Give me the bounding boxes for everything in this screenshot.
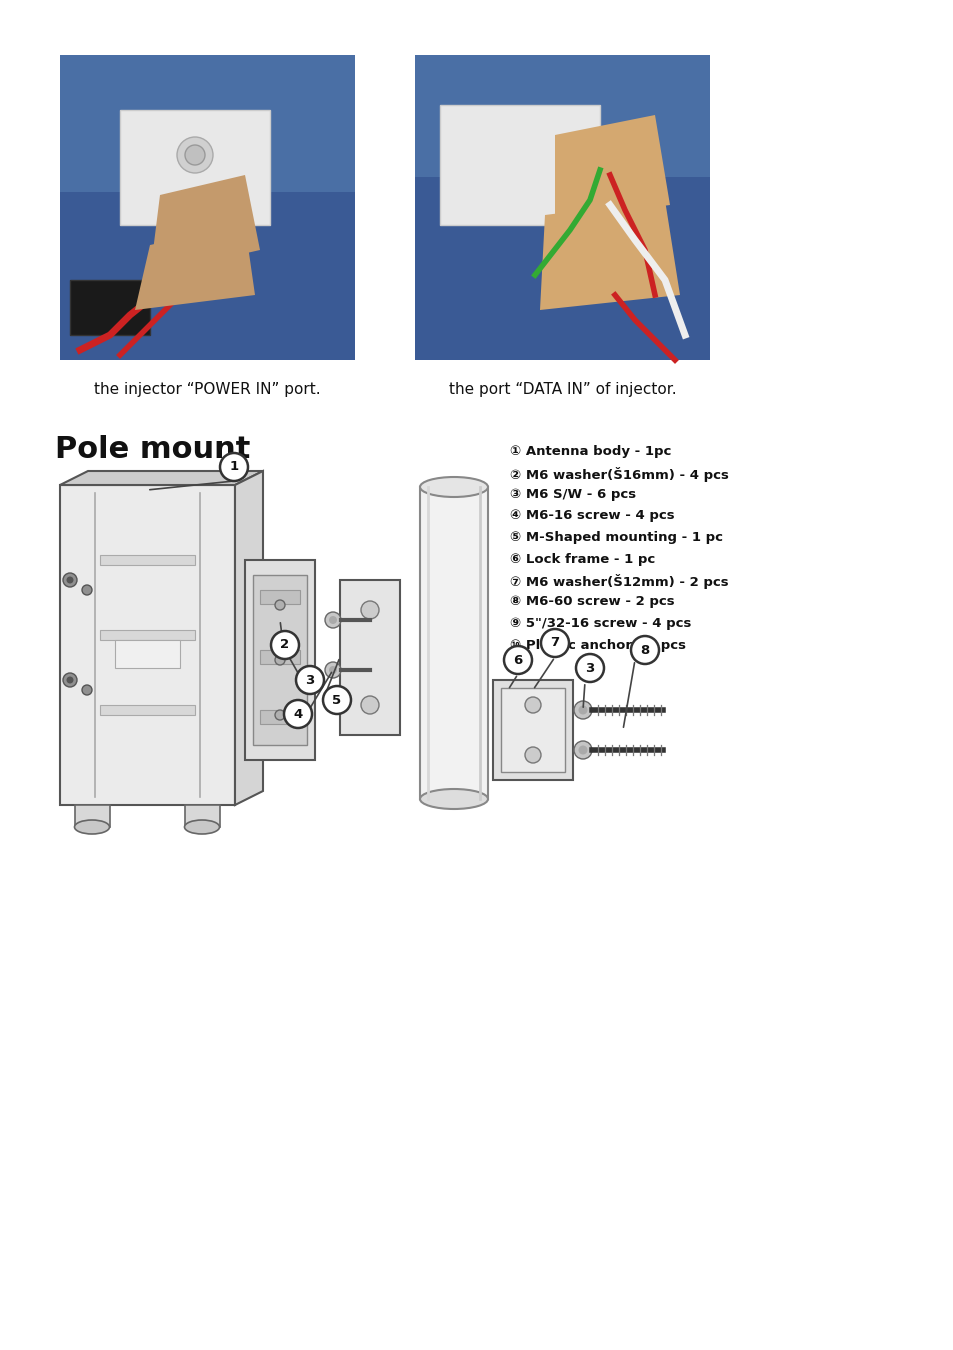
Circle shape <box>360 601 378 620</box>
Bar <box>115 640 180 668</box>
Bar <box>493 680 573 780</box>
Ellipse shape <box>325 612 340 628</box>
Text: 3: 3 <box>305 674 314 687</box>
Text: ④ M6-16 screw - 4 pcs: ④ M6-16 screw - 4 pcs <box>510 509 674 522</box>
Bar <box>70 279 150 335</box>
Circle shape <box>524 747 540 763</box>
Circle shape <box>63 674 77 687</box>
Bar <box>500 688 564 772</box>
Polygon shape <box>539 200 679 310</box>
Text: ② M6 washer(Š16mm) - 4 pcs: ② M6 washer(Š16mm) - 4 pcs <box>510 467 728 482</box>
Circle shape <box>67 576 73 583</box>
Circle shape <box>63 572 77 587</box>
Ellipse shape <box>574 701 592 720</box>
Bar <box>60 55 355 360</box>
Text: ⑤ M-Shaped mounting - 1 pc: ⑤ M-Shaped mounting - 1 pc <box>510 531 722 544</box>
Ellipse shape <box>419 477 488 497</box>
Circle shape <box>295 666 324 694</box>
Circle shape <box>271 630 298 659</box>
Ellipse shape <box>578 745 587 755</box>
Text: 2: 2 <box>280 639 290 652</box>
Bar <box>60 485 234 805</box>
Text: the port “DATA IN” of injector.: the port “DATA IN” of injector. <box>448 382 676 397</box>
Circle shape <box>82 684 91 695</box>
Bar <box>439 105 599 225</box>
Text: ⑨ 5"/32-16 screw - 4 pcs: ⑨ 5"/32-16 screw - 4 pcs <box>510 617 691 630</box>
Polygon shape <box>60 471 263 485</box>
Bar <box>260 590 299 603</box>
Text: 5: 5 <box>332 694 341 706</box>
Text: the injector “POWER IN” port.: the injector “POWER IN” port. <box>94 382 320 397</box>
Text: ⑥ Lock frame - 1 pc: ⑥ Lock frame - 1 pc <box>510 552 655 566</box>
Text: ③ M6 S/W - 6 pcs: ③ M6 S/W - 6 pcs <box>510 487 636 501</box>
Circle shape <box>360 697 378 714</box>
Ellipse shape <box>74 819 110 834</box>
Bar <box>419 487 488 799</box>
Circle shape <box>185 144 205 165</box>
Circle shape <box>67 676 73 683</box>
Circle shape <box>503 647 532 674</box>
Circle shape <box>274 710 285 720</box>
Bar <box>415 177 709 360</box>
Bar <box>100 630 194 640</box>
Ellipse shape <box>325 662 340 678</box>
Circle shape <box>524 697 540 713</box>
Bar <box>120 109 270 225</box>
Bar <box>100 705 194 716</box>
Circle shape <box>274 655 285 666</box>
Polygon shape <box>135 225 254 310</box>
Bar <box>185 805 220 828</box>
Circle shape <box>177 136 213 173</box>
Text: 4: 4 <box>294 707 302 721</box>
Ellipse shape <box>329 616 336 624</box>
Text: Pole mount: Pole mount <box>55 435 250 464</box>
Ellipse shape <box>578 706 587 714</box>
Bar <box>260 710 299 724</box>
Bar <box>589 155 635 225</box>
Circle shape <box>323 686 351 714</box>
Text: ⑩ Plastic anchor - 4 pcs: ⑩ Plastic anchor - 4 pcs <box>510 639 685 652</box>
Ellipse shape <box>184 819 219 834</box>
Circle shape <box>540 629 568 657</box>
Text: 7: 7 <box>550 636 559 649</box>
Text: ⑦ M6 washer(Š12mm) - 2 pcs: ⑦ M6 washer(Š12mm) - 2 pcs <box>510 574 728 589</box>
Circle shape <box>576 653 603 682</box>
Text: ⑧ M6-60 screw - 2 pcs: ⑧ M6-60 screw - 2 pcs <box>510 595 674 609</box>
Text: 1: 1 <box>230 460 238 474</box>
Bar <box>260 649 299 664</box>
Circle shape <box>630 636 659 664</box>
Bar <box>253 575 307 745</box>
Circle shape <box>220 454 248 481</box>
Bar <box>245 560 314 760</box>
Text: 6: 6 <box>513 653 522 667</box>
Ellipse shape <box>574 741 592 759</box>
Bar <box>339 580 399 734</box>
Bar <box>100 555 194 566</box>
Text: ① Antenna body - 1pc: ① Antenna body - 1pc <box>510 446 671 458</box>
Polygon shape <box>555 115 669 220</box>
Polygon shape <box>150 176 260 275</box>
Bar <box>75 805 110 828</box>
Text: 3: 3 <box>585 662 594 675</box>
Ellipse shape <box>419 788 488 809</box>
Circle shape <box>82 585 91 595</box>
Bar <box>60 192 355 360</box>
Polygon shape <box>234 471 263 805</box>
Ellipse shape <box>329 666 336 674</box>
Text: 8: 8 <box>639 644 649 656</box>
Bar <box>415 55 709 360</box>
Circle shape <box>284 701 312 728</box>
Circle shape <box>274 599 285 610</box>
